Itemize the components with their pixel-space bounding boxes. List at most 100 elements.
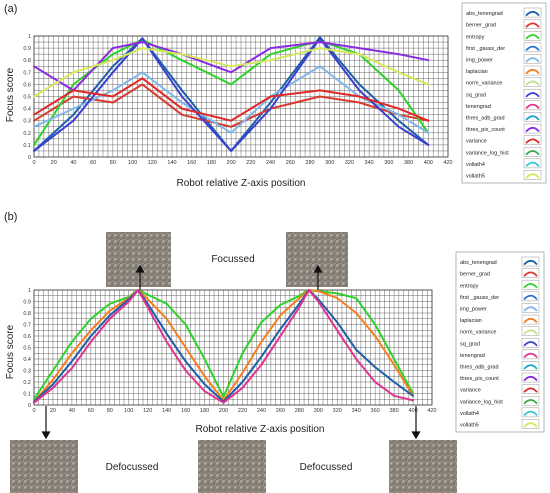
legend-label: entropy: [460, 283, 479, 289]
legend-label: variance_log_hist: [466, 150, 509, 156]
x-tick-label: 120: [143, 408, 152, 414]
legend-swatch: [521, 384, 540, 394]
legend-label: vollath4: [466, 162, 485, 168]
legend-label: norm_variance: [460, 330, 496, 336]
series-line-vollath5: [33, 47, 430, 98]
series-line-variance: [33, 77, 430, 122]
x-axis-title-a: Robot relative Z-axis position: [177, 178, 306, 189]
legend-swatch-line: [525, 115, 540, 121]
x-tick-label: 280: [305, 160, 314, 166]
legend-label: norm_variance: [466, 81, 502, 87]
x-tick-label: 180: [200, 408, 209, 414]
legend-swatch: [521, 407, 540, 418]
series-line-berner-grad: [33, 83, 430, 128]
legend-swatch: [523, 54, 542, 64]
legend-label: thres_pix_count: [460, 376, 499, 382]
legend-swatch-line: [525, 10, 540, 17]
legend-swatch: [521, 395, 540, 406]
legend-swatch-line: [523, 410, 538, 417]
legend-swatch-line: [525, 80, 540, 86]
x-tick-label: 400: [408, 408, 417, 414]
legend-label: img_power: [460, 307, 487, 313]
legend-swatch-line: [525, 22, 540, 28]
legend-swatch-line: [523, 259, 538, 266]
legend-swatch-line: [523, 422, 538, 428]
legend-label: vollath5: [460, 423, 479, 429]
panel-b-label: (b): [4, 211, 17, 223]
legend-swatch: [523, 158, 542, 169]
x-tick-label: 80: [107, 408, 113, 414]
x-tick-label: 160: [187, 160, 196, 166]
panel-b: (b) Focussed Defocussed Defocussed 0 20 40…: [4, 211, 545, 493]
legend-swatch: [521, 326, 540, 336]
y-tick-label: 0.6: [23, 334, 31, 340]
legend-label: entropy: [466, 34, 485, 40]
y-tick-label: 0: [28, 403, 31, 409]
legend-label: vollath4: [460, 411, 479, 417]
legend-swatch-line: [525, 68, 540, 75]
x-tick-label: 20: [51, 160, 57, 166]
y-tick-label: 0.5: [23, 95, 31, 101]
x-tick-label: 200: [227, 160, 236, 166]
legend-label: thres_adb_grad: [460, 365, 499, 371]
arrow-up-right-head: [313, 264, 323, 273]
x-tick-label: 220: [246, 160, 255, 166]
x-tick-label: 320: [345, 160, 354, 166]
annotation-arrows: [41, 264, 421, 440]
annotation-defocussed-right: Defocussed: [300, 462, 353, 473]
legend-label: tenengrad: [460, 353, 485, 359]
x-tick-label: 100: [124, 408, 133, 414]
y-tick-label: 0.9: [23, 46, 31, 52]
legend-label: sq_grad: [466, 92, 486, 98]
x-tick-label: 420: [427, 408, 436, 414]
legend-swatch: [523, 123, 542, 134]
y-tick-label: 0.3: [23, 369, 31, 375]
x-tick-label: 60: [90, 160, 96, 166]
legend-swatch-line: [523, 341, 538, 347]
legend-label: abs_tenengrad: [460, 260, 497, 266]
x-tick-label: 400: [424, 160, 433, 166]
arrow-down-end-head: [411, 431, 421, 440]
legend-swatch: [523, 170, 542, 180]
arrow-down-start-head: [41, 431, 51, 440]
legend-swatch-line: [523, 364, 538, 370]
legend-swatch-line: [523, 306, 538, 312]
y-tick-label: 0.1: [23, 143, 31, 149]
legend-label: berner_grad: [466, 23, 496, 29]
x-tick-label: 380: [390, 408, 399, 414]
legend-swatch-line: [523, 283, 538, 289]
x-tick-label: 280: [295, 408, 304, 414]
legend-swatch: [523, 88, 542, 99]
x-tick-label: 340: [352, 408, 361, 414]
legend-swatch-line: [525, 103, 540, 110]
y-tick-label: 0.3: [23, 119, 31, 125]
legend-swatch: [523, 77, 542, 87]
legend-swatch: [521, 279, 540, 290]
x-axis-title-b: Robot relative Z-axis position: [196, 424, 325, 435]
arrow-up-left-head: [135, 264, 145, 273]
x-tick-label: 360: [384, 160, 393, 166]
legend-swatch-line: [523, 294, 538, 301]
x-tick-label: 140: [167, 160, 176, 166]
y-tick-label: 1: [28, 288, 31, 294]
y-tick-label: 0.5: [23, 346, 31, 352]
legend-label: variance: [466, 139, 487, 145]
legend-label: first _gauss_der: [466, 46, 505, 52]
legend-swatch-line: [525, 92, 540, 98]
x-tick-label: 300: [325, 160, 334, 166]
x-tick-label: 360: [371, 408, 380, 414]
y-tick-label: 0: [28, 155, 31, 161]
legend-swatch: [521, 337, 540, 348]
legend-swatch: [523, 100, 542, 111]
x-tick-label: 160: [181, 408, 190, 414]
x-tick-label: 300: [314, 408, 323, 414]
legend-swatch-line: [525, 126, 540, 133]
y-tick-label: 0.8: [23, 58, 31, 64]
series-line-entropy: [33, 289, 414, 401]
y-tick-label: 0.9: [23, 300, 31, 306]
legend-swatch-line: [525, 138, 540, 144]
legend-label: thres_pix_count: [466, 127, 505, 133]
legend-swatch: [523, 135, 542, 145]
x-tick-label: 80: [110, 160, 116, 166]
